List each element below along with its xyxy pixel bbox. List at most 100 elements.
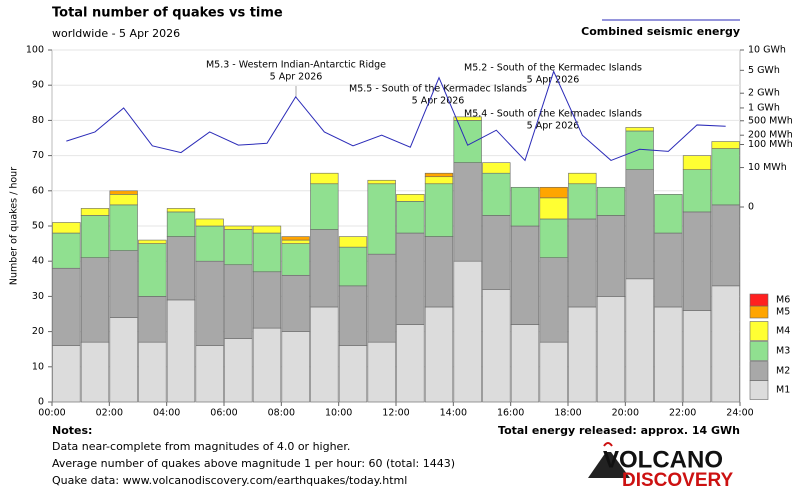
bar-segment [224, 264, 253, 339]
bar-segment [138, 243, 167, 297]
y-tick-label: 70 [32, 150, 44, 161]
legend-swatch [749, 361, 769, 381]
y-tick-label: 10 [32, 361, 44, 372]
bar-segment [195, 345, 224, 403]
bar-segment [682, 211, 712, 311]
bar-segment [310, 172, 339, 185]
bar-segment [138, 296, 167, 343]
bar-segment [539, 218, 568, 258]
y-tick-label: 60 [32, 185, 44, 196]
y-tick-label: 50 [32, 221, 44, 232]
bar-segment [396, 194, 425, 202]
annotation: M5.3 - Western Indian-Antarctic Ridge [206, 60, 386, 71]
bar-segment [166, 299, 196, 403]
bar-segment [596, 186, 626, 216]
bar-segment [539, 341, 568, 403]
y-tick-label: 20 [32, 326, 44, 337]
bar-segment [310, 183, 339, 230]
bar-segment [80, 215, 110, 258]
bar-segment [281, 239, 310, 244]
bar-segment [252, 232, 282, 273]
bar-segment [109, 250, 138, 318]
bar-segment [482, 215, 511, 290]
bar-segment [281, 331, 310, 403]
bar-segment [396, 201, 425, 234]
bar-segment [52, 345, 81, 403]
annotation: M5.5 - South of the Kermadec Islands [349, 84, 527, 95]
y2-tick-label: 500 MWh [748, 115, 793, 126]
bar-segment [625, 127, 654, 132]
bar-segment [80, 208, 110, 216]
bar-segment [281, 243, 310, 276]
bar-segment [281, 274, 310, 332]
legend-label: M5 [776, 307, 790, 318]
bar-segment [510, 324, 540, 403]
annotation-date: 5 Apr 2026 [270, 72, 323, 83]
bar-segment [482, 162, 511, 174]
x-tick-label: 00:00 [38, 408, 65, 419]
y-tick-label: 0 [38, 397, 44, 408]
y-axis-label: Number of quakes / hour [9, 167, 20, 285]
legend-swatch [749, 321, 769, 341]
bars [52, 116, 740, 403]
bar-segment [367, 253, 396, 343]
bar-segment [252, 225, 282, 234]
bar-segment [224, 229, 253, 266]
bar-segment [568, 183, 597, 220]
bar-segment [338, 345, 368, 403]
bar-segment [109, 190, 138, 195]
logo-icon [603, 442, 613, 447]
y2-tick-label: 0 [748, 202, 754, 213]
legend-swatch [749, 380, 769, 400]
annotation: M5.2 - South of the Kermadec Islands [464, 63, 642, 74]
bar-segment [711, 204, 740, 287]
notes-title: Notes: [52, 424, 92, 437]
y2-tick-label: 10 GWh [748, 45, 786, 56]
bar-segment [109, 204, 138, 251]
y-tick-label: 90 [32, 80, 44, 91]
bar-segment [482, 289, 511, 403]
bar-segment [166, 211, 196, 237]
bar-segment [539, 186, 568, 199]
bar-segment [453, 120, 482, 163]
x-tick-label: 12:00 [382, 408, 409, 419]
bar-segment [252, 327, 282, 403]
y2-tick-label: 200 MWh [748, 130, 793, 141]
total-energy: Total energy released: approx. 14 GWh [498, 424, 740, 437]
y-tick-label: 40 [32, 256, 44, 267]
bar-segment [568, 306, 597, 403]
x-tick-label: 20:00 [612, 408, 639, 419]
logo-word: VOLCANO [603, 446, 723, 473]
bar-segment [568, 172, 597, 185]
legend-label: M4 [776, 326, 790, 337]
bar-segment [166, 208, 196, 213]
annotation-date: 5 Apr 2026 [527, 75, 580, 86]
legend-label: M6 [776, 295, 790, 306]
x-tick-label: 08:00 [268, 408, 295, 419]
note-line: Quake data: www.volcanodiscovery.com/ear… [52, 474, 407, 487]
bar-segment [711, 285, 740, 403]
bar-segment [424, 236, 454, 308]
bar-segment [338, 285, 368, 346]
bar-segment [52, 267, 81, 346]
y2-tick-label: 100 MWh [748, 139, 793, 150]
x-tick-label: 02:00 [96, 408, 123, 419]
bar-segment [510, 225, 540, 325]
bar-segment [424, 172, 454, 178]
bar-segment [482, 172, 511, 216]
bar-segment [109, 194, 138, 206]
bar-segment [52, 222, 81, 234]
bar-segment [625, 278, 654, 403]
bar-segment [338, 236, 368, 248]
x-tick-label: 16:00 [497, 408, 524, 419]
bar-segment [367, 183, 396, 255]
annotation-date: 5 Apr 2026 [527, 121, 580, 132]
bar-segment [310, 306, 339, 403]
bar-segment [195, 260, 224, 346]
y2-tick-label: 5 GWh [748, 65, 780, 76]
legend-label: M1 [776, 385, 790, 396]
annotation-date: 5 Apr 2026 [412, 96, 465, 107]
bar-segment [310, 229, 339, 308]
bar-segment [711, 148, 740, 206]
